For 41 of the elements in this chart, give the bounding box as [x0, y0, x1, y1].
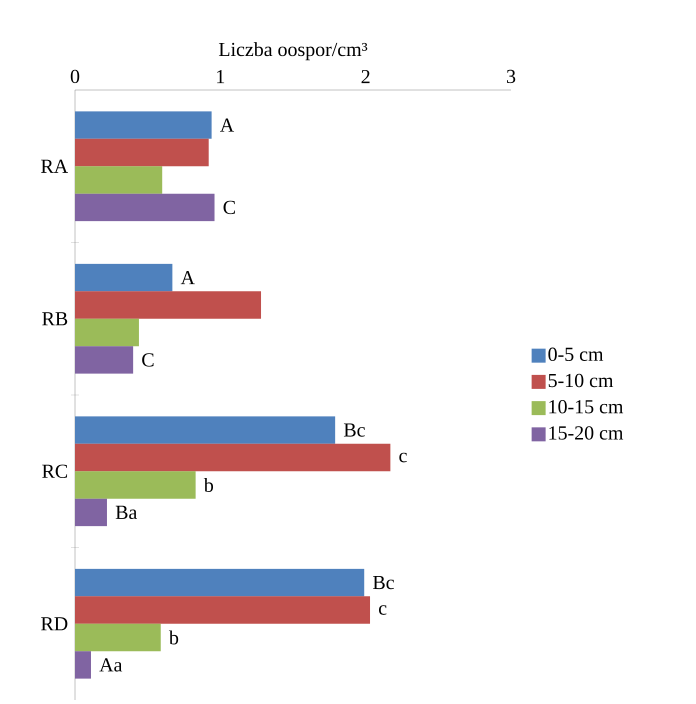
data-label: Bc	[344, 423, 365, 437]
bar	[75, 568, 364, 596]
legend-label: 15-20 cm	[549, 426, 624, 440]
bar	[75, 264, 172, 292]
data-label: Bc	[372, 576, 394, 590]
data-label: Ba	[116, 506, 138, 520]
bar	[75, 138, 209, 166]
y-tick-label: RC	[42, 464, 68, 478]
data-label: A	[180, 271, 195, 284]
bar	[75, 416, 336, 444]
y-tick-label: RD	[41, 617, 68, 630]
x-axis-title: Liczba oospor/cm³	[218, 42, 368, 60]
bar	[75, 318, 139, 346]
data-label: Aa	[99, 658, 122, 672]
bar	[75, 596, 370, 624]
data-label: c	[378, 605, 386, 615]
data-label: c	[399, 452, 407, 462]
x-tick-label: 2	[362, 70, 370, 84]
bar	[75, 291, 262, 319]
x-tick-label: 3	[506, 70, 516, 84]
bar	[75, 111, 212, 139]
data-label: A	[220, 118, 234, 132]
data-label: b	[204, 478, 214, 492]
bar	[75, 651, 91, 679]
legend-label: 5-10 cm	[548, 374, 614, 388]
legend-label: 0-5 cm	[548, 348, 604, 361]
bar	[75, 444, 390, 472]
bar	[75, 498, 107, 526]
bar	[75, 624, 161, 652]
y-tick-label: RA	[41, 160, 68, 173]
bar	[75, 194, 215, 222]
data-label: C	[142, 353, 154, 367]
data-label: b	[168, 630, 178, 644]
legend-label: 10-15 cm	[549, 400, 624, 414]
bar	[75, 346, 134, 374]
data-label: C	[224, 200, 235, 214]
bar	[75, 471, 196, 499]
bar	[75, 166, 162, 194]
x-tick-label: 1	[217, 70, 224, 84]
y-tick-label: RB	[42, 312, 68, 326]
x-tick-label: 0	[70, 70, 80, 84]
